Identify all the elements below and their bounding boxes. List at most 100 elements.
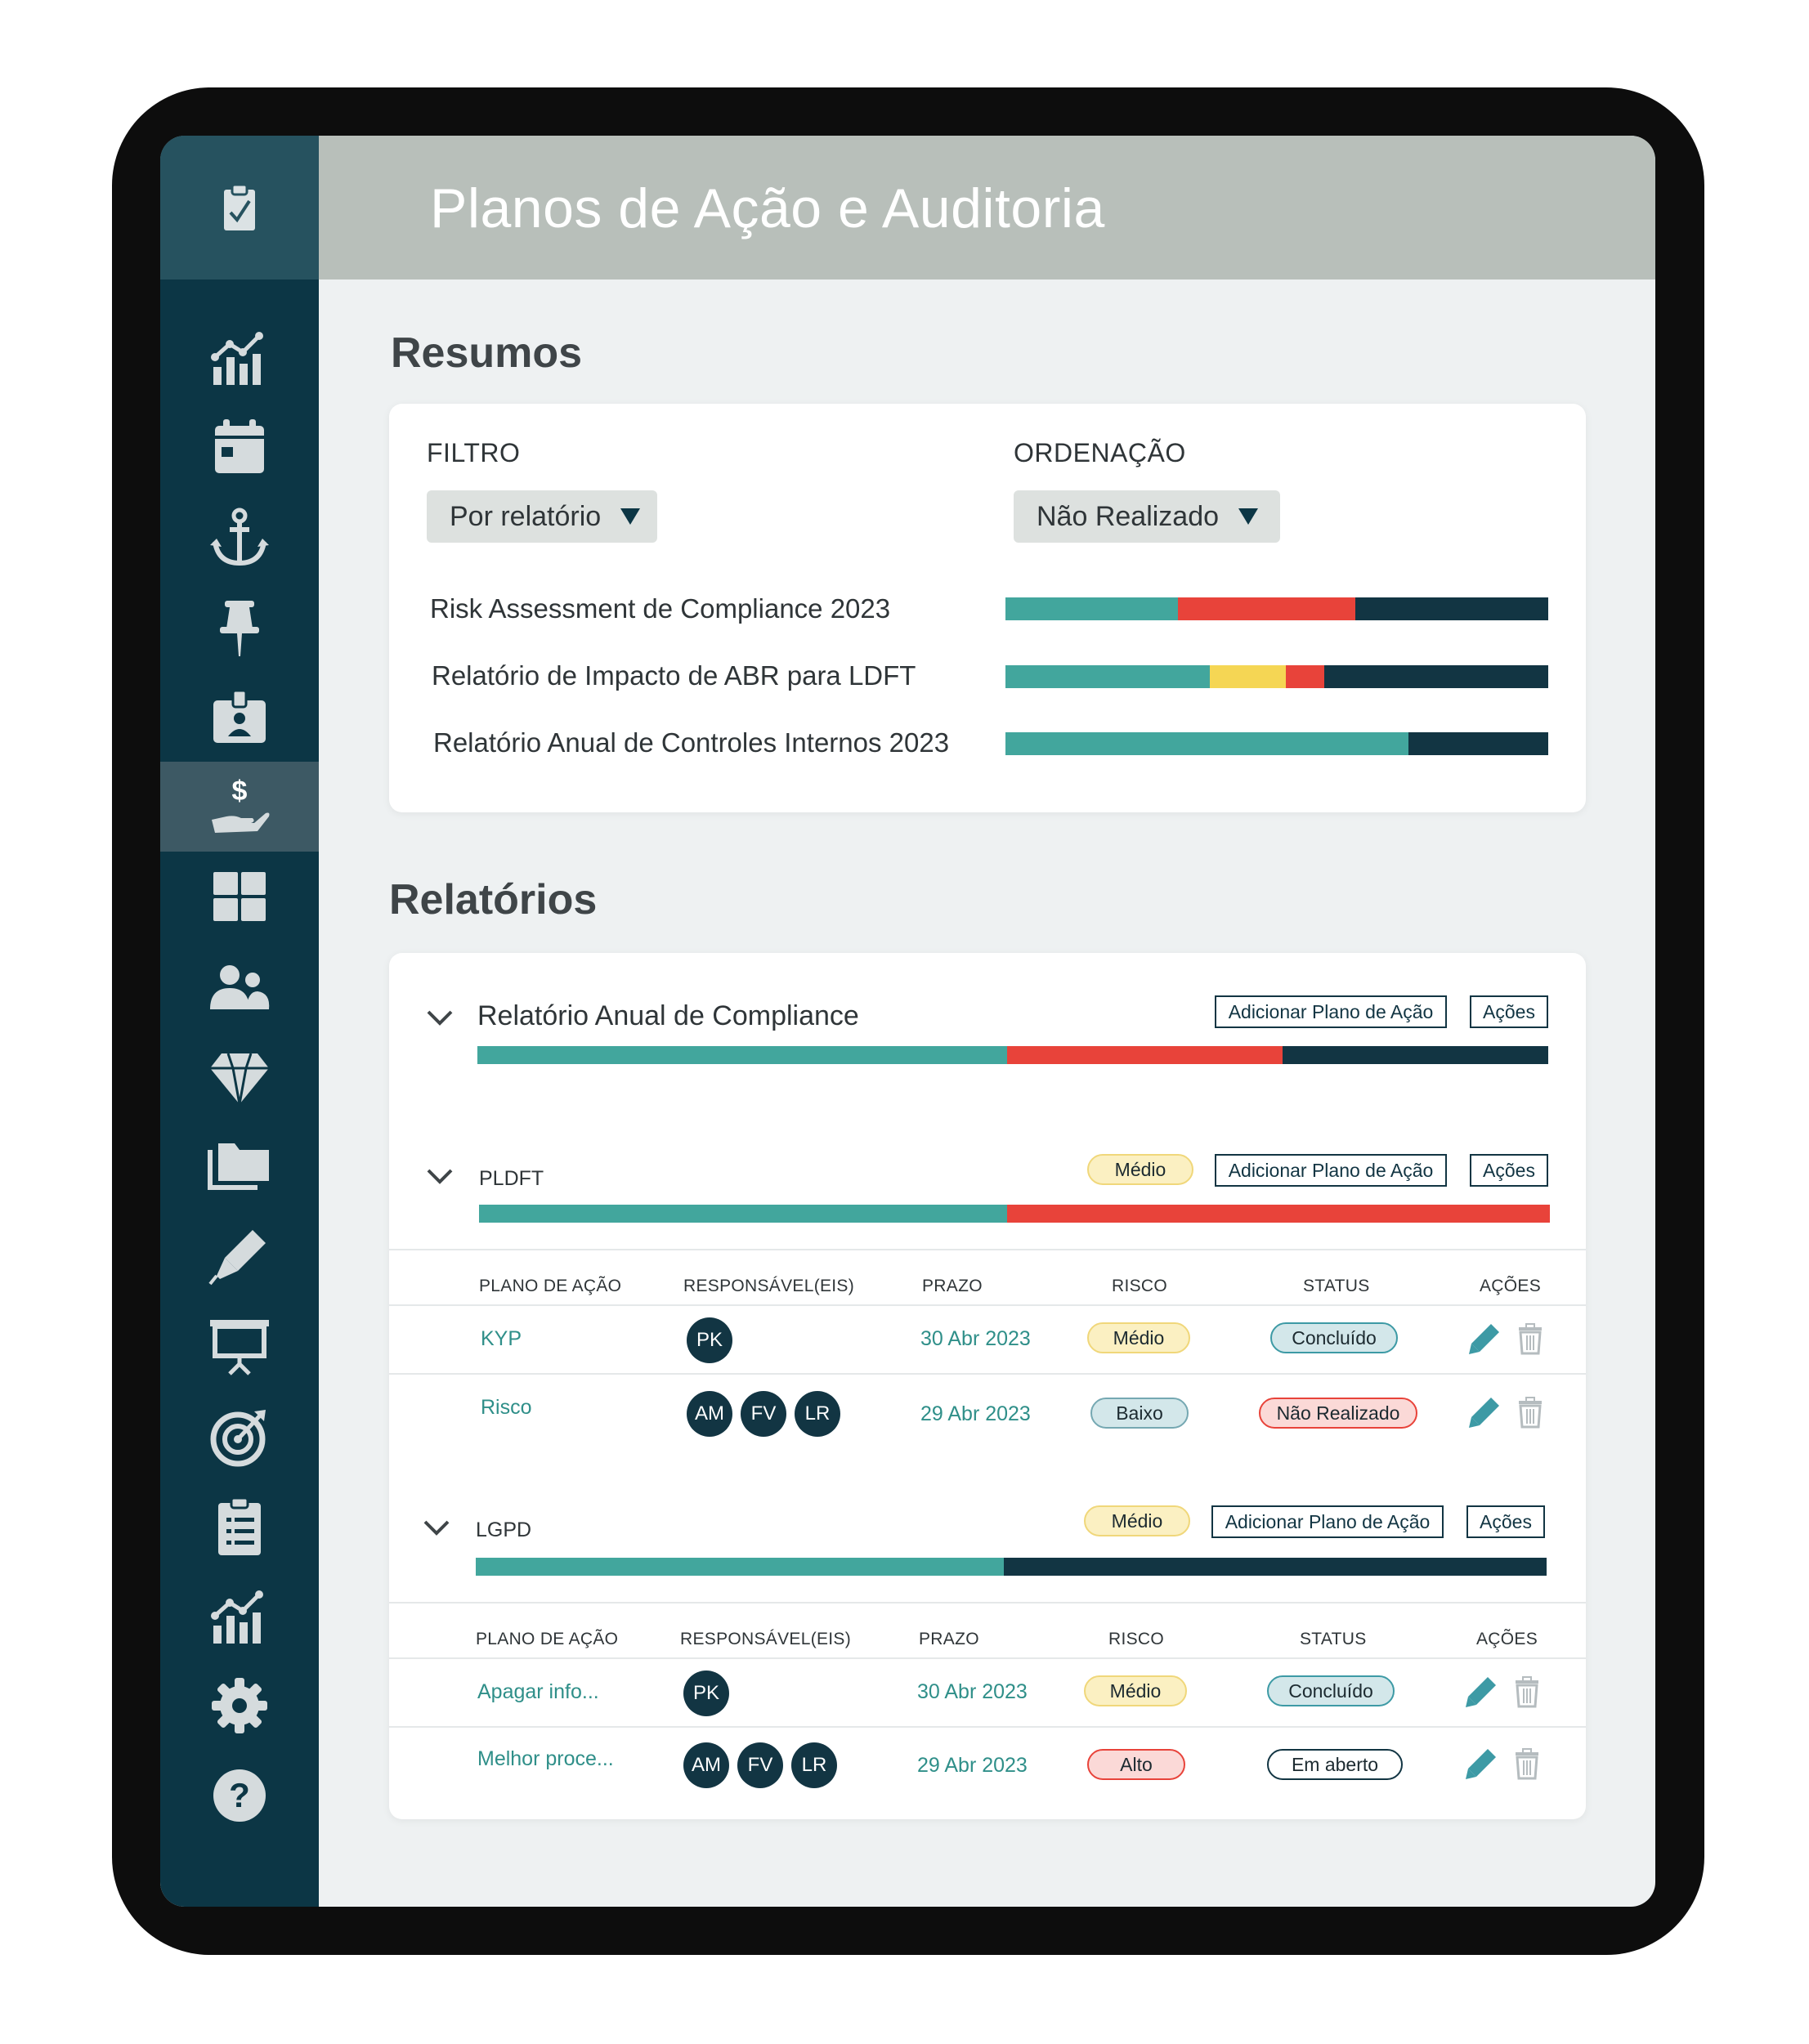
divider bbox=[389, 1602, 1586, 1603]
nav-analytics[interactable] bbox=[160, 312, 319, 402]
nav-calendar[interactable] bbox=[160, 402, 319, 492]
pen-icon bbox=[208, 1230, 266, 1286]
trash-icon[interactable] bbox=[1512, 1321, 1548, 1357]
relatorios-title: Relatórios bbox=[389, 876, 598, 924]
avatar: AM bbox=[687, 1391, 732, 1437]
trash-icon[interactable] bbox=[1509, 1674, 1545, 1710]
nav-reports[interactable] bbox=[160, 1571, 319, 1661]
trash-icon[interactable] bbox=[1512, 1394, 1548, 1430]
column-header: RESPONSÁVEL(EIS) bbox=[680, 1630, 852, 1648]
help-icon: ? bbox=[213, 1769, 266, 1822]
actions-button[interactable]: Ações bbox=[1470, 1154, 1548, 1187]
avatar: AM bbox=[683, 1742, 729, 1788]
bar-segment-red bbox=[1286, 665, 1324, 688]
edit-pencil-icon[interactable] bbox=[1466, 1321, 1502, 1357]
nav-settings[interactable] bbox=[160, 1661, 319, 1751]
avatar: FV bbox=[737, 1742, 783, 1788]
nav-help[interactable]: ? bbox=[160, 1751, 319, 1840]
nav-checklist[interactable] bbox=[160, 1481, 319, 1571]
add-action-plan-button[interactable]: Adicionar Plano de Ação bbox=[1211, 1505, 1444, 1538]
nav-pen[interactable] bbox=[160, 1211, 319, 1301]
summary-label: Risk Assessment de Compliance 2023 bbox=[430, 593, 891, 624]
relatorios-card: Relatório Anual de Compliance Adicionar … bbox=[389, 953, 1586, 1819]
deadline: 30 Abr 2023 bbox=[920, 1327, 1031, 1350]
bar-segment-navy bbox=[1323, 665, 1548, 688]
nav-pushpin[interactable] bbox=[160, 582, 319, 672]
summary-bar bbox=[1005, 732, 1548, 755]
pushpin-icon bbox=[220, 601, 259, 656]
nav-presentation[interactable] bbox=[160, 1301, 319, 1391]
status-badge: Não Realizado bbox=[1259, 1398, 1417, 1429]
action-plan-link[interactable]: Melhor proce... bbox=[477, 1747, 614, 1770]
column-header: PLANO DE AÇÃO bbox=[476, 1630, 619, 1648]
action-plan-link[interactable]: Apagar info... bbox=[477, 1680, 599, 1703]
nav-anchor[interactable] bbox=[160, 492, 319, 582]
sidebar: $ bbox=[160, 136, 319, 1907]
column-header: RISCO bbox=[1108, 1630, 1165, 1648]
nav-badge[interactable] bbox=[160, 672, 319, 762]
report-progress-bar bbox=[477, 1046, 1548, 1064]
resumos-card: FILTRO Por relatório ORDENAÇÃO Não Reali… bbox=[389, 404, 1586, 812]
avatar: LR bbox=[795, 1391, 840, 1437]
nav-folders[interactable] bbox=[160, 1121, 319, 1211]
bar-segment-teal bbox=[476, 1558, 1004, 1576]
avatar: LR bbox=[791, 1742, 837, 1788]
risk-badge: Médio bbox=[1084, 1505, 1190, 1536]
chevron-down-icon[interactable] bbox=[425, 1004, 454, 1033]
divider bbox=[389, 1304, 1586, 1306]
report-title[interactable]: PLDFT bbox=[479, 1167, 544, 1190]
dashboard-grid-icon bbox=[213, 872, 266, 921]
bar-segment-navy bbox=[1283, 1046, 1548, 1064]
report-title[interactable]: Relatório Anual de Compliance bbox=[477, 1000, 859, 1031]
summary-bar bbox=[1005, 665, 1548, 688]
nav-users[interactable] bbox=[160, 941, 319, 1031]
add-action-plan-button[interactable]: Adicionar Plano de Ação bbox=[1215, 1154, 1447, 1187]
resumos-title: Resumos bbox=[391, 329, 583, 377]
bar-segment-navy bbox=[1355, 597, 1548, 620]
svg-text:?: ? bbox=[229, 1776, 250, 1814]
risk-badge: Alto bbox=[1087, 1749, 1185, 1780]
nav-dashboard[interactable] bbox=[160, 852, 319, 941]
id-badge-icon bbox=[213, 689, 266, 743]
edit-pencil-icon[interactable] bbox=[1463, 1674, 1499, 1710]
actions-button[interactable]: Ações bbox=[1466, 1505, 1545, 1538]
report-title[interactable]: LGPD bbox=[476, 1518, 532, 1541]
app-screen: $ bbox=[160, 136, 1655, 1907]
summary-label: Relatório Anual de Controles Internos 20… bbox=[433, 727, 950, 758]
chevron-down-icon[interactable] bbox=[422, 1514, 451, 1543]
order-label: ORDENAÇÃO bbox=[1014, 438, 1186, 467]
edit-pencil-icon[interactable] bbox=[1466, 1394, 1502, 1430]
bar-segment-teal bbox=[1005, 597, 1179, 620]
users-icon bbox=[210, 965, 270, 1009]
nav-finance[interactable]: $ bbox=[160, 762, 319, 852]
bar-segment-teal bbox=[1005, 732, 1409, 755]
action-plan-link[interactable]: KYP bbox=[481, 1327, 522, 1350]
edit-pencil-icon[interactable] bbox=[1463, 1746, 1499, 1782]
checklist-icon bbox=[218, 1496, 261, 1555]
chevron-down-icon[interactable] bbox=[425, 1162, 454, 1192]
status-badge: Em aberto bbox=[1267, 1749, 1403, 1780]
order-dropdown[interactable]: Não Realizado bbox=[1014, 490, 1280, 543]
column-header: STATUS bbox=[1303, 1277, 1370, 1295]
divider bbox=[389, 1657, 1586, 1659]
bar-segment-teal bbox=[479, 1205, 1007, 1223]
status-badge: Concluído bbox=[1267, 1675, 1395, 1706]
action-plan-link[interactable]: Risco bbox=[481, 1396, 532, 1419]
page-title: Planos de Ação e Auditoria bbox=[430, 177, 1105, 239]
trash-icon[interactable] bbox=[1509, 1746, 1545, 1782]
svg-text:$: $ bbox=[232, 776, 248, 807]
diamond-icon bbox=[210, 1053, 269, 1105]
add-action-plan-button[interactable]: Adicionar Plano de Ação bbox=[1215, 995, 1447, 1028]
analytics-chart-icon bbox=[211, 332, 263, 385]
actions-button[interactable]: Ações bbox=[1470, 995, 1548, 1028]
bar-segment-navy bbox=[1408, 732, 1548, 755]
settings-icon bbox=[212, 1678, 267, 1733]
nav-target[interactable] bbox=[160, 1391, 319, 1481]
app-logo[interactable] bbox=[160, 136, 319, 280]
nav-diamond[interactable] bbox=[160, 1031, 319, 1121]
presentation-icon bbox=[210, 1320, 269, 1375]
column-header: AÇÕES bbox=[1476, 1630, 1538, 1648]
column-header: PLANO DE AÇÃO bbox=[479, 1277, 622, 1295]
avatar: FV bbox=[741, 1391, 786, 1437]
filter-dropdown[interactable]: Por relatório bbox=[427, 490, 657, 543]
